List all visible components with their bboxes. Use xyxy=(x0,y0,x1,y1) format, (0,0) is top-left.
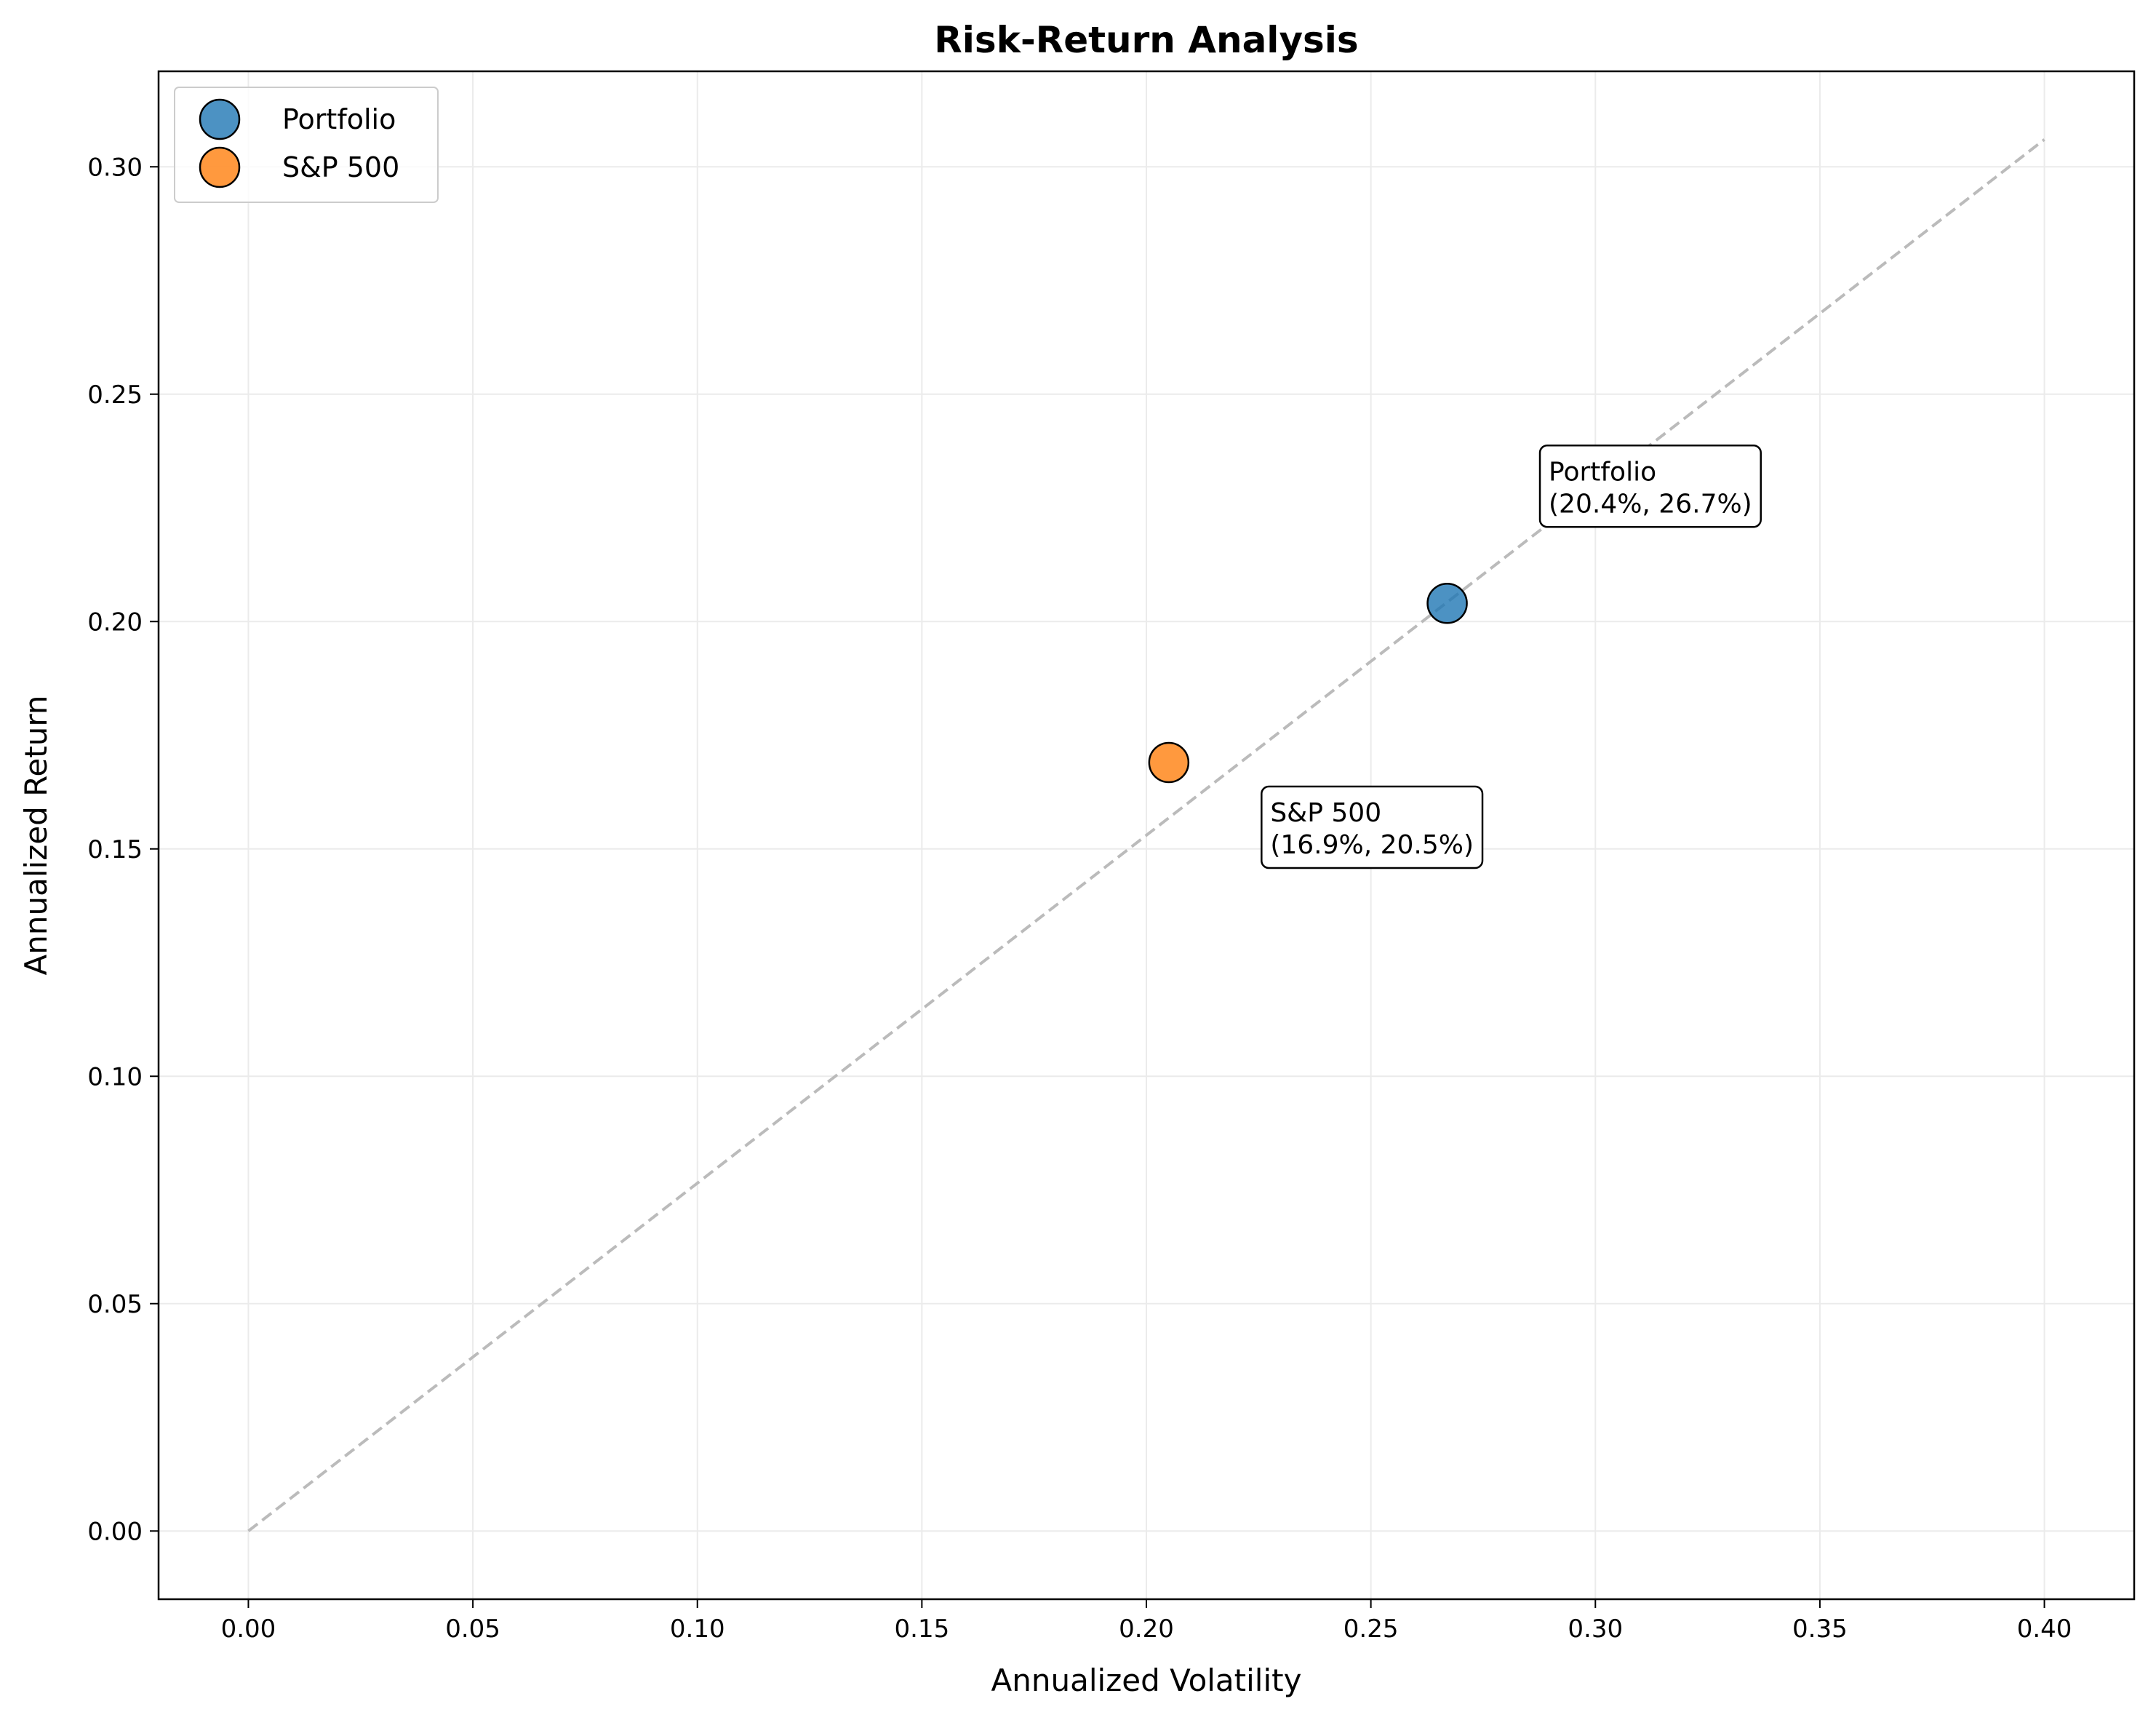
annotation-box xyxy=(1261,785,1484,869)
reference-line xyxy=(247,138,2045,1532)
x-axis-label: Annualized Volatility xyxy=(991,1663,1302,1698)
chart-title: Risk-Return Analysis xyxy=(934,19,1358,61)
annotation-text: (20.4%, 26.7%) xyxy=(1549,489,1752,519)
y-tick-label: 0.30 xyxy=(87,153,143,182)
annotations-layer: Portfolio(20.4%, 26.7%) S&P 500(16.9%, 20… xyxy=(1261,445,1762,869)
legend-label: S&P 500 xyxy=(282,151,399,183)
annotation-text: S&P 500 xyxy=(1270,798,1381,828)
y-tick-label: 0.05 xyxy=(87,1290,143,1319)
annotation-s-p-500: S&P 500(16.9%, 20.5%) xyxy=(1261,785,1484,869)
y-tick-label: 0.15 xyxy=(87,835,143,864)
points-layer xyxy=(1148,583,1468,784)
data-point-portfolio xyxy=(1426,583,1468,624)
x-tick-label: 0.20 xyxy=(1119,1615,1174,1644)
x-tick-label: 0.15 xyxy=(895,1615,950,1644)
x-tick-label: 0.10 xyxy=(670,1615,725,1644)
legend-label: Portfolio xyxy=(282,103,396,135)
data-point-s-p-500 xyxy=(1148,741,1190,784)
annotation-text: (16.9%, 20.5%) xyxy=(1270,830,1474,860)
legend-item: S&P 500 xyxy=(199,146,399,188)
legend: Portfolio S&P 500 xyxy=(174,87,439,203)
y-tick-label: 0.00 xyxy=(87,1517,143,1546)
reference-line-layer xyxy=(247,138,2045,1532)
y-tick-label: 0.25 xyxy=(87,381,143,410)
y-tick-label: 0.10 xyxy=(87,1062,143,1091)
x-tick-label: 0.25 xyxy=(1343,1615,1399,1644)
y-tick-label: 0.20 xyxy=(87,608,143,637)
y-axis-label: Annualized Return xyxy=(18,696,54,976)
legend-marker xyxy=(199,98,241,140)
x-tick-label: 0.35 xyxy=(1792,1615,1848,1644)
legend-item: Portfolio xyxy=(199,98,396,140)
annotation-box xyxy=(1538,445,1762,528)
x-tick-label: 0.40 xyxy=(2017,1615,2072,1644)
annotation-portfolio: Portfolio(20.4%, 26.7%) xyxy=(1538,445,1762,528)
x-tick-label: 0.00 xyxy=(221,1615,276,1644)
legend-box xyxy=(174,87,439,203)
x-tick-label: 0.05 xyxy=(445,1615,500,1644)
legend-marker xyxy=(199,146,241,188)
axis-ticks: 0.00 0.05 0.10 0.15 0.20 0.25 0.30 0.35 0.40 0.00… xyxy=(87,153,2072,1644)
x-tick-label: 0.30 xyxy=(1568,1615,1623,1644)
annotation-text: Portfolio xyxy=(1549,457,1656,487)
